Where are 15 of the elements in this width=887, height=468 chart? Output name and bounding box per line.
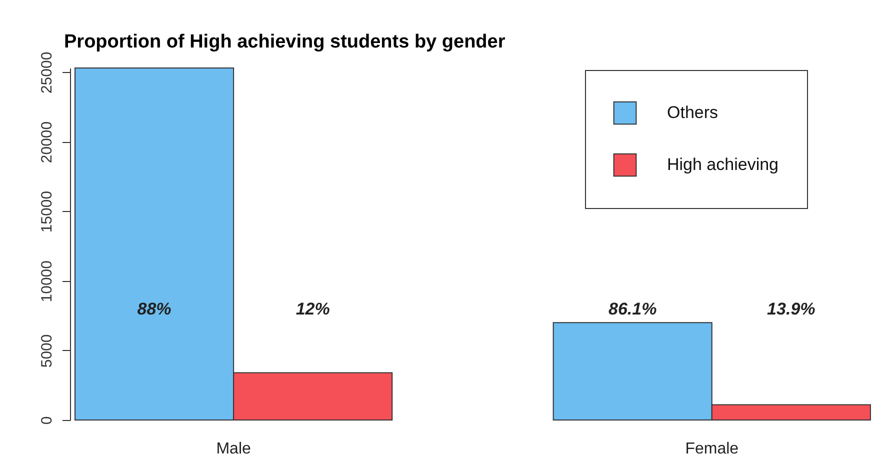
y-tick-label: 25000	[38, 52, 56, 94]
x-tick-label: Female	[685, 440, 739, 458]
y-tick-label: 5000	[38, 334, 56, 368]
chart-title: Proportion of High achieving students by gender	[64, 31, 506, 52]
x-tick-label: Male	[216, 440, 251, 458]
y-tick-label: 15000	[38, 190, 56, 233]
y-tick-label: 0	[38, 416, 56, 425]
y-tick-label: 20000	[38, 121, 56, 164]
annotation: 88%	[137, 300, 172, 319]
y-tick-label: 10000	[38, 260, 56, 302]
annotation: 12%	[296, 300, 330, 319]
annotation: 86.1%	[608, 300, 657, 319]
annotation: 13.9%	[767, 300, 816, 319]
legend-label: Others	[667, 103, 718, 122]
legend-label: High achieving	[667, 155, 779, 174]
